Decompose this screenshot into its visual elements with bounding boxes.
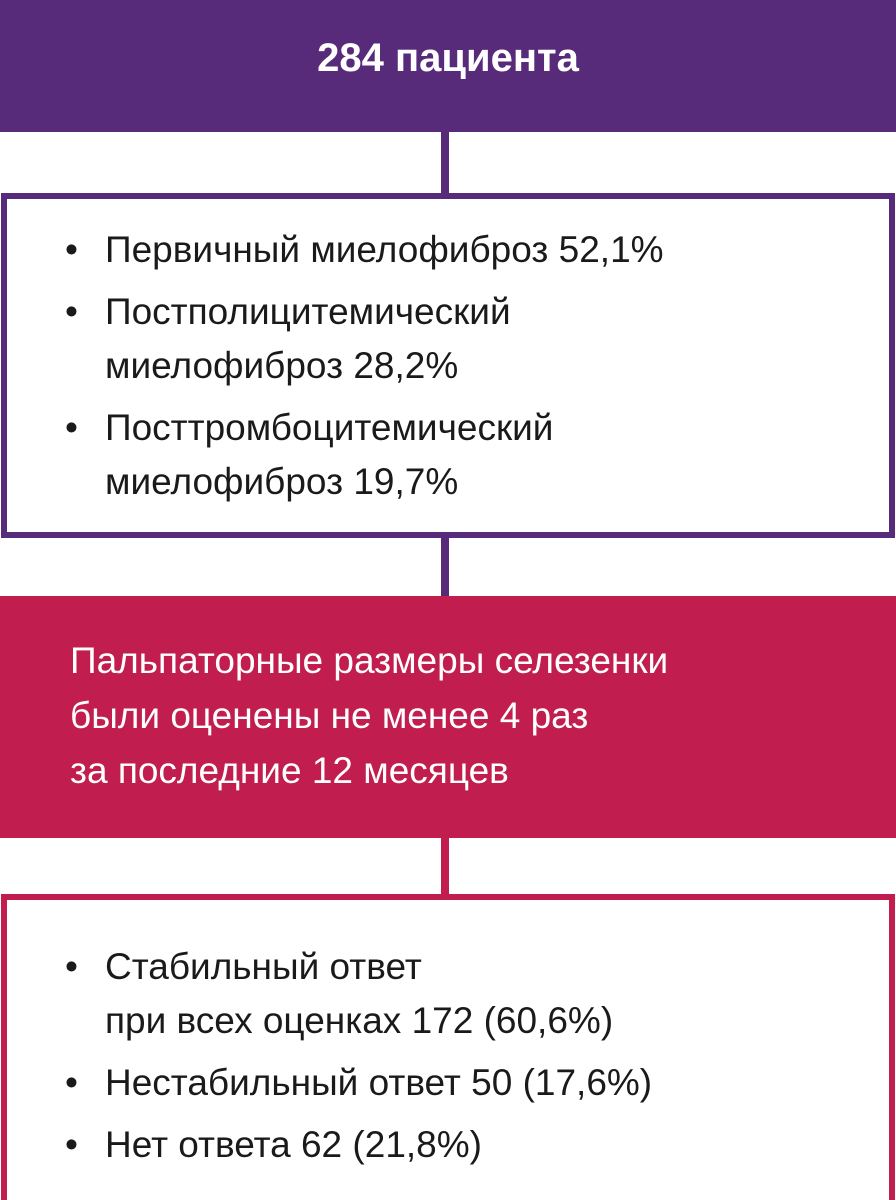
criterion-line-3: за последние 12 месяцев — [70, 750, 509, 791]
list-item-text: Нет ответа 62 (21,8%) — [105, 1124, 482, 1165]
bullet: • — [65, 229, 78, 270]
criterion-box: Пальпаторные размеры селезенки были оцен… — [0, 596, 896, 838]
patients-count-title: 284 пациента — [317, 35, 579, 80]
list-item-text: Нестабильный ответ 50 (17,6%) — [105, 1062, 653, 1103]
list-item: • Посттромбоцитемический миелофиброз 19,… — [65, 401, 869, 509]
criterion-line-2: были оценены не менее 4 раз — [70, 695, 589, 736]
list-item-text: Стабильный ответ при всех оценках 172 (6… — [105, 946, 614, 1041]
list-item: • Постполицитемический миелофиброз 28,2% — [65, 285, 869, 393]
bullet: • — [65, 1124, 78, 1165]
list-item: • Нет ответа 62 (21,8%) — [65, 1118, 869, 1172]
bullet: • — [65, 407, 78, 448]
list-item-text: Постполицитемический миелофиброз 28,2% — [105, 291, 511, 386]
connector-line-2 — [441, 538, 449, 596]
list-item: • Нестабильный ответ 50 (17,6%) — [65, 1056, 869, 1110]
connector-line-3 — [441, 838, 449, 896]
criterion-line-1: Пальпаторные размеры селезенки — [70, 640, 669, 681]
response-box: • Стабильный ответ при всех оценках 172 … — [1, 894, 895, 1200]
myelofibrosis-types-list: • Первичный миелофиброз 52,1% • Постполи… — [65, 223, 869, 517]
response-list: • Стабильный ответ при всех оценках 172 … — [65, 940, 869, 1180]
list-item: • Первичный миелофиброз 52,1% — [65, 223, 869, 277]
list-item-text: Посттромбоцитемический миелофиброз 19,7% — [105, 407, 554, 502]
connector-line-1 — [441, 132, 449, 194]
myelofibrosis-types-box: • Первичный миелофиброз 52,1% • Постполи… — [1, 193, 895, 538]
bullet: • — [65, 946, 78, 987]
bullet: • — [65, 1062, 78, 1103]
list-item: • Стабильный ответ при всех оценках 172 … — [65, 940, 869, 1048]
patients-count-box: 284 пациента — [0, 0, 896, 132]
list-item-text: Первичный миелофиброз 52,1% — [105, 229, 664, 270]
bullet: • — [65, 291, 78, 332]
